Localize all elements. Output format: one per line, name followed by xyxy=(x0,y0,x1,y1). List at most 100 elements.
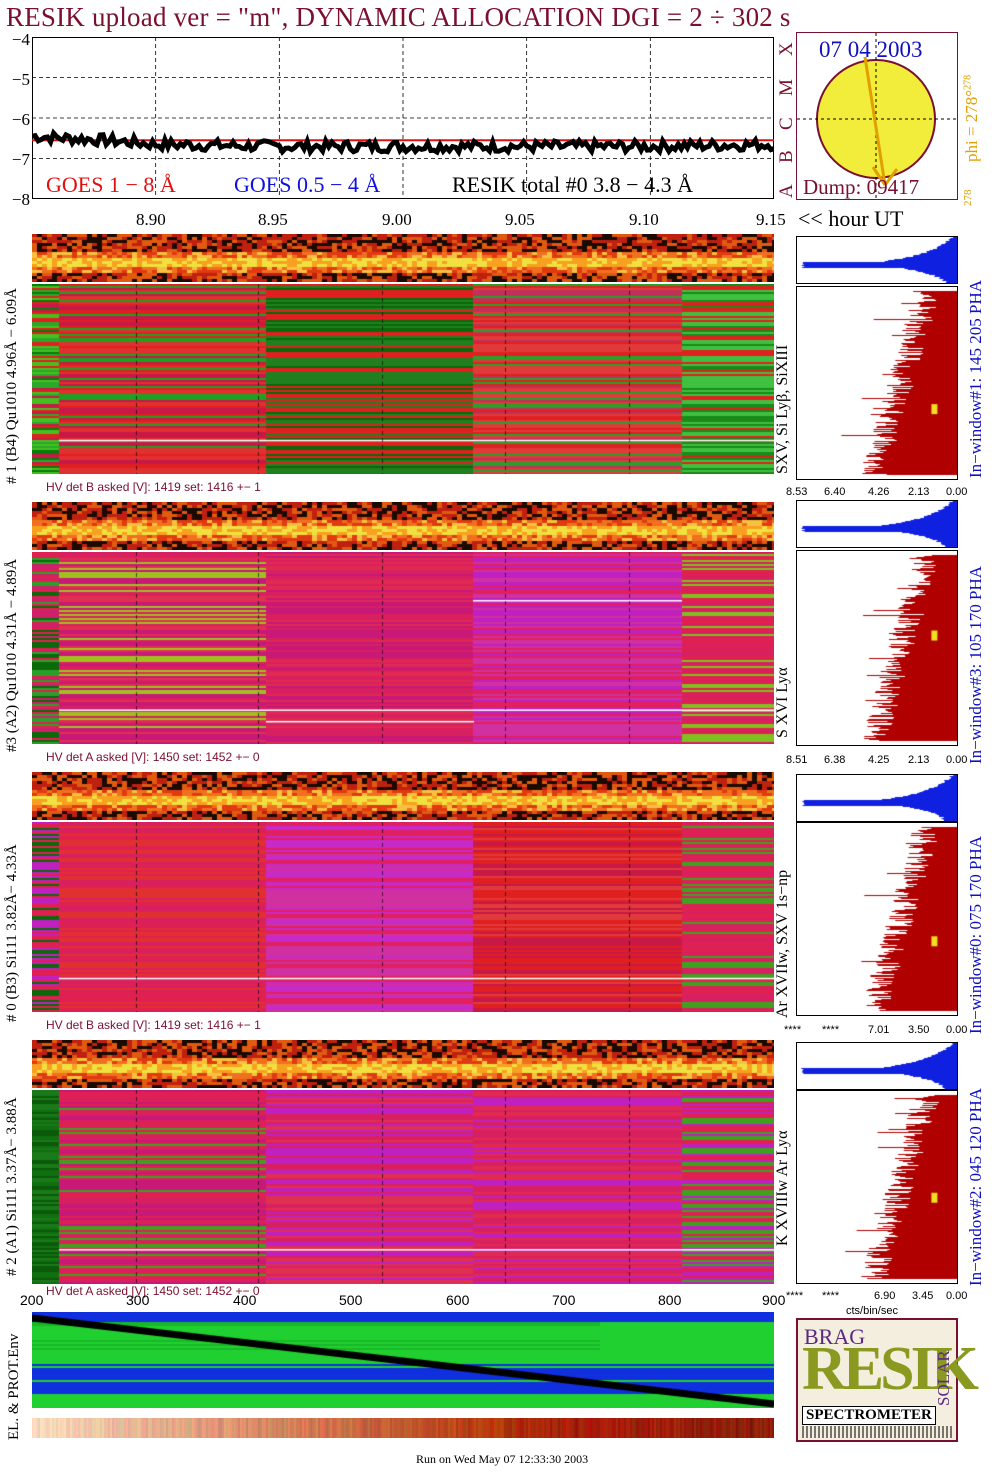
hist-unit-label: cts/bin/sec xyxy=(846,1305,898,1317)
line-id-label: S XVI Lyα xyxy=(774,667,791,738)
env-x-axis: 200 300 400 500 600 700 800 900 xyxy=(20,1292,790,1312)
x-tick: 300 xyxy=(126,1292,150,1308)
legend-goes-long: GOES 1 − 8 Å xyxy=(46,172,176,197)
goes-y-axis: −4 −5 −6 −7 −8 xyxy=(0,30,32,210)
flare-class-m: M xyxy=(776,79,797,96)
x-tick: 900 xyxy=(762,1292,786,1308)
logo-small-top: BRAG xyxy=(804,1324,866,1349)
goes-lightcurve-plot xyxy=(32,37,774,199)
x-tick: 200 xyxy=(20,1292,44,1308)
hist-tick: 6.40 xyxy=(824,486,846,498)
window-label: In−window#0: 075 170 PHA xyxy=(966,835,985,1034)
grid xyxy=(32,37,774,199)
hist-tick: 0.00 xyxy=(946,1024,968,1036)
channel-label: # 1 (B4) Qu1010 4.96Å − 6.09Å xyxy=(4,288,20,484)
time-tick: 8.95 xyxy=(258,210,288,229)
channel-panel: # 1 (B4) Qu1010 4.96Å − 6.09Å HV det B a… xyxy=(0,234,1004,498)
time-tick: 8.90 xyxy=(136,210,166,229)
time-tick: 9.15 xyxy=(756,210,786,229)
y-tick: −7 xyxy=(11,150,30,169)
phi-label: phi = 278°278 xyxy=(962,75,982,162)
hist-tick: **** xyxy=(822,1024,840,1036)
pha-histogram-blue xyxy=(796,774,958,822)
time-unit-label: << hour UT xyxy=(798,206,904,231)
page-title: RESIK upload ver = "m", DYNAMIC ALLOCATI… xyxy=(6,2,791,32)
channel-panel: # 2 (A1) Si111 3.37Å− 3.88Å HV det A ask… xyxy=(0,1040,1004,1304)
phi-superscript: 278 xyxy=(962,74,974,90)
phi-bottom: 278 xyxy=(962,189,974,207)
series-line xyxy=(32,128,774,158)
x-tick: 400 xyxy=(233,1292,257,1308)
orientation-arrow xyxy=(863,56,887,186)
channel-panel: # 0 (B3) Si111 3.82Å− 4.33Å HV det B ask… xyxy=(0,772,1004,1036)
hv-status: HV det A asked [V]: 1450 set: 1452 +− 0 xyxy=(46,750,260,764)
legend-goes-short: GOES 0.5 − 4 Å xyxy=(234,172,381,197)
line-id-label: Ar XVIIw, SXV 1s−np xyxy=(774,869,791,1018)
sun-disk-diagram xyxy=(797,33,957,199)
spectrogram-main xyxy=(32,1090,774,1284)
channel-label: # 0 (B3) Si111 3.82Å− 4.33Å xyxy=(4,844,20,1022)
spectrum-histogram xyxy=(796,1090,958,1284)
time-tick: 9.00 xyxy=(382,210,412,229)
hist-tick: 2.13 xyxy=(908,486,930,498)
dump-number: Dump: 09417 xyxy=(803,175,920,199)
logo-side-text: SOLAR xyxy=(934,1350,953,1406)
logo-fineprint xyxy=(802,1426,952,1438)
pha-histogram-blue xyxy=(796,236,958,284)
y-tick: −8 xyxy=(11,190,30,209)
hist-tick: 4.26 xyxy=(868,486,890,498)
hist-tick: 0.00 xyxy=(946,754,968,766)
hist-tick: 8.51 xyxy=(786,754,808,766)
pha-histogram-blue xyxy=(796,1042,958,1090)
hist-tick: 6.90 xyxy=(874,1290,896,1302)
flare-class-axis: A B C M X xyxy=(774,30,797,200)
flare-class-x: X xyxy=(776,42,797,56)
y-tick: −4 xyxy=(11,30,30,49)
spectrogram-main xyxy=(32,822,774,1012)
hist-tick: 2.13 xyxy=(908,754,930,766)
line-id-label: K XVIIIw Ar Lyα xyxy=(774,1130,791,1246)
window-label: In−window#2: 045 120 PHA xyxy=(966,1087,985,1286)
legend-resik-total: RESIK total #0 3.8 − 4.3 Å xyxy=(452,172,693,197)
spectrogram-top xyxy=(32,1040,774,1088)
environment-plot xyxy=(32,1312,774,1408)
y-tick: −6 xyxy=(11,110,30,129)
line-id-label: SXV, Si Lyβ, SiXIII xyxy=(774,344,791,474)
hist-tick: **** xyxy=(784,1024,802,1036)
phi-value: phi = 278° xyxy=(962,89,981,162)
environment-color-strip xyxy=(32,1418,774,1438)
flare-class-c: C xyxy=(776,117,797,130)
hv-status: HV det B asked [V]: 1419 set: 1416 +− 1 xyxy=(46,1018,261,1032)
hist-tick: 4.25 xyxy=(868,754,890,766)
channel-label: #3 (A2) Qu1010 4.31Å − 4.89Å xyxy=(4,558,20,752)
series xyxy=(32,128,774,158)
run-timestamp: Run on Wed May 07 12:33:30 2003 xyxy=(416,1452,589,1466)
hist-tick: 0.00 xyxy=(946,1290,968,1302)
x-tick: 700 xyxy=(552,1292,576,1308)
sun-orientation-panel: 07 04 2003 Dump: 09417 xyxy=(796,32,958,200)
hist-tick: 3.45 xyxy=(912,1290,934,1302)
channel-label: # 2 (A1) Si111 3.37Å− 3.88Å xyxy=(4,1097,20,1276)
window-label: In−window#3: 105 170 PHA xyxy=(966,565,985,764)
logo-main-letters: RESIK xyxy=(802,1335,979,1403)
hv-status: HV det B asked [V]: 1419 set: 1416 +− 1 xyxy=(46,480,261,494)
spectrogram-top xyxy=(32,502,774,550)
observation-date: 07 04 2003 xyxy=(819,37,923,62)
logo-caption: SPECTROMETER xyxy=(802,1406,936,1425)
hist-tick: 8.53 xyxy=(786,486,808,498)
hist-tick: 7.01 xyxy=(868,1024,890,1036)
resik-logo: BRAG RESIK SOLAR SPECTROMETER xyxy=(796,1318,979,1442)
flare-class-a: A xyxy=(776,184,797,198)
hist-tick: **** xyxy=(822,1290,840,1302)
time-tick: 9.10 xyxy=(629,210,659,229)
x-tick: 800 xyxy=(658,1292,682,1308)
flare-class-b: B xyxy=(776,150,797,163)
goes-chart xyxy=(32,37,774,199)
hist-tick: 3.50 xyxy=(908,1024,930,1036)
spectrum-histogram xyxy=(796,286,958,480)
hv-status: HV det A asked [V]: 1450 set: 1452 +− 0 xyxy=(46,1284,260,1298)
spectrogram-main xyxy=(32,552,774,744)
time-tick: 9.05 xyxy=(505,210,535,229)
spectrogram-top xyxy=(32,772,774,820)
hist-tick: **** xyxy=(786,1290,804,1302)
